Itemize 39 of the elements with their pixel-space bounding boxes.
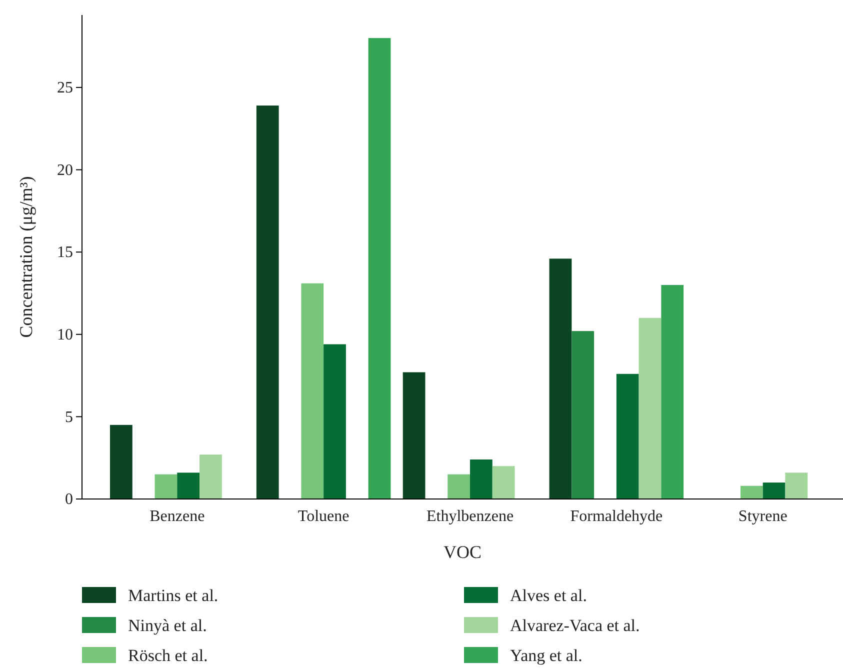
bar	[492, 466, 515, 499]
x-axis-title: VOC	[443, 542, 482, 562]
bar	[448, 474, 470, 499]
bar	[402, 372, 426, 499]
legend-label: Martins et al.	[128, 586, 218, 605]
y-tick-label: 20	[57, 162, 73, 179]
bar	[256, 106, 279, 499]
bar	[200, 454, 222, 499]
x-tick-label: Styrene	[738, 508, 788, 526]
bar	[301, 283, 324, 499]
bar	[762, 482, 786, 499]
y-tick-label: 10	[57, 326, 73, 344]
bar	[177, 472, 200, 499]
x-tick-label: Ethylbenzene	[426, 508, 514, 526]
legend-label: Ninyà et al.	[128, 616, 207, 635]
y-tick-label: 5	[65, 408, 73, 426]
legend-label: Yang et al.	[510, 646, 582, 665]
x-tick-label: Formaldehyde	[570, 508, 663, 526]
x-tick-label: Benzene	[150, 508, 205, 526]
bar	[110, 424, 132, 499]
bar	[154, 474, 178, 499]
legend-label: Alves et al.	[510, 586, 587, 605]
bar	[638, 318, 662, 499]
y-tick-label: 15	[57, 244, 73, 262]
bar	[549, 258, 572, 499]
bar	[572, 331, 594, 499]
bar	[785, 472, 808, 499]
y-axis-title: Concentration (μg/m³)	[16, 176, 36, 338]
legend-label: Rösch et al.	[128, 646, 208, 665]
bar	[470, 459, 492, 499]
bar	[740, 486, 763, 499]
bar	[368, 38, 391, 499]
y-tick-label: 25	[57, 80, 73, 97]
bar	[324, 344, 346, 499]
bar	[661, 284, 684, 499]
y-tick-label: 0	[65, 491, 73, 508]
x-tick-label: Toluene	[298, 508, 350, 526]
bar	[616, 374, 639, 499]
legend-label: Alvarez-Vaca et al.	[510, 616, 640, 635]
